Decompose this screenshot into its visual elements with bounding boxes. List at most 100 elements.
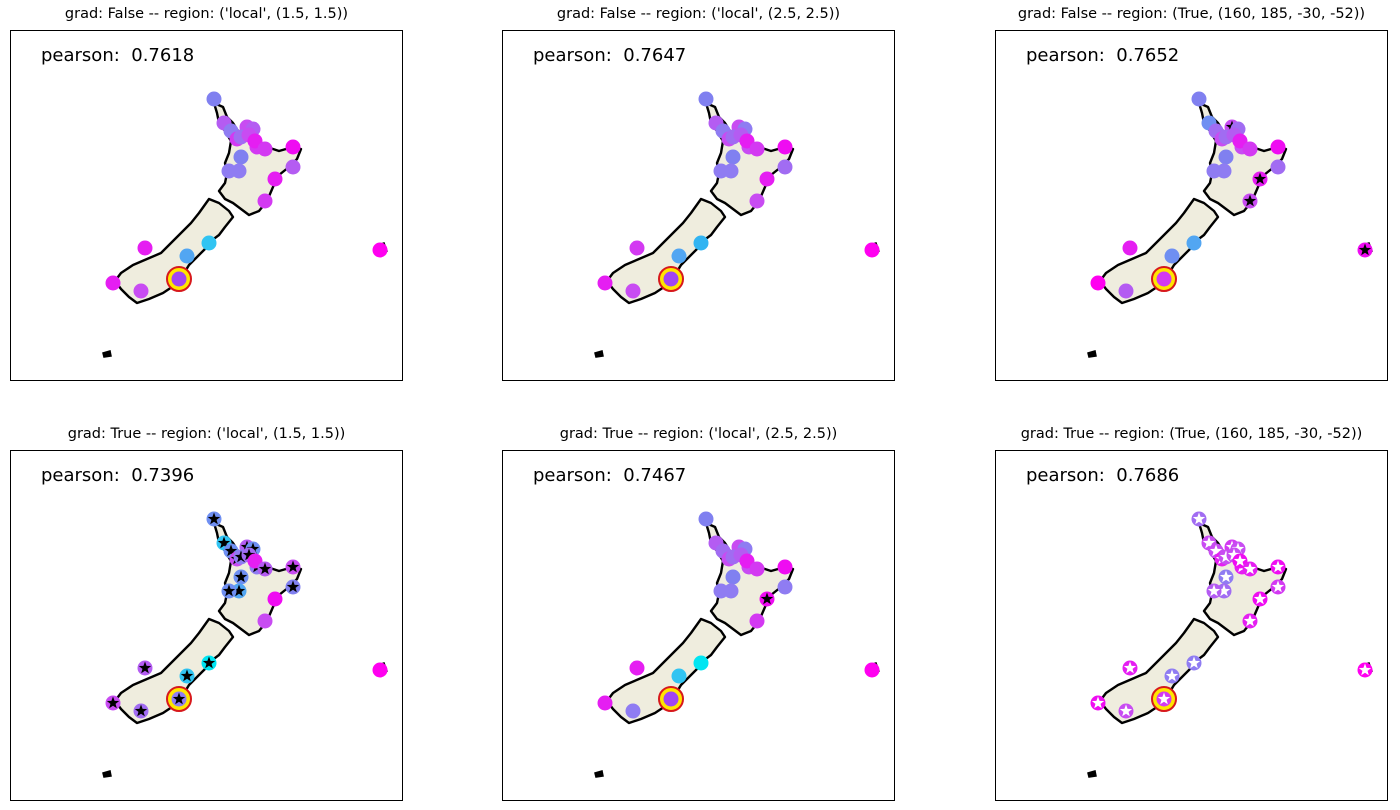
star-marker [1271,580,1285,593]
subplot-title: grad: False -- region: ('local', (2.5, 2… [556,6,841,22]
data-point [1218,149,1234,165]
data-point [739,133,755,149]
subplot-4: grad: True -- region: ('local', (1.5, 1.… [10,420,403,802]
pearson-annotation: pearson: 0.7652 [1026,45,1180,66]
data-point [1191,91,1207,107]
star-marker [180,669,194,682]
south-island-landmass [605,617,727,725]
pearson-annotation: pearson: 0.7686 [1026,465,1180,486]
star-marker [246,542,260,555]
data-point [671,248,687,264]
star-marker [1207,584,1221,597]
data-point [285,159,301,175]
data-point [625,283,641,299]
star-marker [106,696,120,709]
stewart-island-landmass [1087,350,1097,358]
subplot-6: grad: True -- region: (True, (160, 185, … [995,420,1388,802]
data-point [171,271,187,287]
data-point [725,149,741,165]
star-marker [258,562,272,575]
star-marker [1253,172,1267,185]
star-marker [222,584,236,597]
data-point [267,591,283,607]
star-marker [1358,663,1372,676]
map-axes: pearson: 0.7647 [502,30,895,381]
data-point [777,559,793,575]
subplot-title: grad: False -- region: ('local', (1.5, 1… [64,6,349,22]
data-point [1090,275,1106,291]
south-island-landmass [113,197,235,305]
data-point [201,235,217,251]
data-point [713,163,729,179]
star-marker [138,661,152,674]
data-point [267,171,283,187]
data-point [663,271,679,287]
subplot-title: grad: False -- region: (True, (160, 185,… [1017,6,1366,22]
star-marker [1233,554,1247,567]
star-marker [1187,656,1201,669]
data-point [698,91,714,107]
star-marker [1219,570,1233,583]
map-plot [102,511,388,778]
map-plot [1087,91,1373,358]
star-marker [1202,536,1216,549]
data-point [1186,235,1202,251]
star-marker [1243,562,1257,575]
data-point [179,248,195,264]
data-point [749,561,765,577]
data-point [1156,271,1172,287]
star-marker [1358,243,1372,256]
data-point [1164,248,1180,264]
subplot-3: grad: False -- region: (True, (160, 185,… [995,0,1388,382]
star-marker [1253,592,1267,605]
data-point [247,133,263,149]
star-marker [286,580,300,593]
star-marker [242,548,256,561]
data-point [629,660,645,676]
map-axes: pearson: 0.7652 [995,30,1388,381]
data-point [629,240,645,256]
star-marker [172,692,186,705]
data-point [257,193,273,209]
data-point [1232,133,1248,149]
data-point [1242,141,1258,157]
data-point [1206,163,1222,179]
south-island-landmass [113,617,235,725]
star-marker [1217,584,1231,597]
map-axes: pearson: 0.7618 [10,30,403,381]
map-plot [594,91,880,358]
data-point [285,139,301,155]
data-point [777,159,793,175]
star-marker [286,560,300,573]
data-point [221,163,237,179]
subplot-5: grad: True -- region: ('local', (2.5, 2.… [502,420,895,802]
data-point [247,553,263,569]
data-point [693,235,709,251]
data-point [257,613,273,629]
star-marker [134,704,148,717]
data-point [105,275,121,291]
star-marker [234,550,248,563]
subplot-title: grad: True -- region: (True, (160, 185, … [1020,426,1363,442]
data-point [864,242,880,258]
data-point [372,242,388,258]
map-axes: pearson: 0.7686 [995,450,1388,801]
data-point [777,579,793,595]
stewart-island-landmass [594,350,604,358]
star-marker [217,536,231,549]
data-point [725,569,741,585]
data-point [133,283,149,299]
star-marker [202,656,216,669]
stewart-island-landmass [102,350,112,358]
star-marker [760,592,774,605]
data-point [713,583,729,599]
data-point [759,171,775,187]
star-marker [207,512,221,525]
pearson-annotation: pearson: 0.7396 [41,465,195,486]
data-point [597,695,613,711]
pearson-annotation: pearson: 0.7618 [41,45,195,66]
data-point [137,240,153,256]
south-island-landmass [605,197,727,305]
map-plot [594,511,880,778]
star-marker [1119,704,1133,717]
